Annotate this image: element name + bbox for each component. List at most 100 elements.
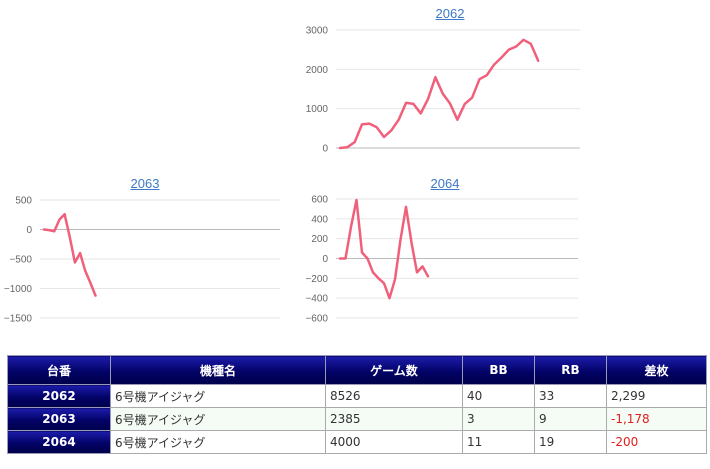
- y-tick-label: −600: [305, 314, 328, 325]
- data-point: [500, 56, 503, 59]
- machine-data-table: 台番 機種名 ゲーム数 BB RB 差枚 2062 6号機アイジャグ 8526 …: [7, 355, 707, 454]
- data-point: [94, 294, 97, 297]
- data-point: [478, 78, 481, 80]
- data-point: [353, 141, 356, 143]
- series-line: [42, 212, 97, 297]
- game-count-cell: 2385: [325, 407, 463, 431]
- data-point: [368, 122, 371, 125]
- data-point: [58, 218, 61, 221]
- machine-number-cell: 2064: [7, 430, 111, 454]
- data-point: [43, 228, 45, 231]
- data-point: [412, 103, 415, 105]
- y-tick-label: −500: [9, 255, 32, 266]
- chart-2063: 2063 500 0 −500 −1000 −1500: [0, 170, 290, 330]
- coin-difference-cell: -1,178: [606, 407, 707, 431]
- y-tick-label: 400: [311, 214, 328, 225]
- y-tick-label: 1000: [306, 104, 329, 115]
- y-tick-label: −1500: [4, 314, 33, 325]
- column-header-rb: RB: [534, 355, 607, 385]
- y-tick-label: 600: [311, 195, 328, 206]
- data-point: [383, 282, 385, 285]
- series-line: [338, 38, 540, 150]
- data-point: [493, 63, 495, 66]
- column-header-bb: BB: [462, 355, 535, 385]
- data-point: [377, 277, 380, 280]
- data-point: [339, 257, 341, 260]
- data-point: [388, 297, 391, 299]
- data-point: [339, 147, 341, 149]
- data-point: [456, 118, 459, 121]
- y-tick-label: 500: [15, 196, 32, 207]
- data-point: [416, 271, 418, 274]
- data-point: [442, 92, 444, 95]
- data-point: [421, 265, 424, 268]
- data-point: [361, 123, 363, 126]
- data-point: [419, 112, 422, 115]
- data-point: [399, 238, 402, 241]
- column-header-machine-number: 台番: [7, 355, 111, 385]
- data-point: [69, 236, 71, 238]
- data-point: [89, 281, 92, 284]
- data-point: [79, 252, 81, 254]
- coin-difference-cell: 2,299: [606, 384, 707, 408]
- bb-count-cell: 3: [462, 407, 535, 431]
- column-header-coin-difference: 差枚: [606, 355, 707, 385]
- machine-number-cell: 2062: [7, 384, 111, 408]
- table-header-row: 台番 機種名 ゲーム数 BB RB 差枚: [7, 355, 707, 385]
- data-point: [464, 103, 466, 105]
- game-count-cell: 8526: [325, 384, 463, 408]
- data-point: [84, 270, 86, 272]
- y-tick-label: 200: [311, 234, 328, 245]
- data-point: [427, 98, 429, 100]
- data-point: [344, 257, 347, 260]
- data-point: [449, 102, 451, 105]
- data-point: [74, 261, 76, 264]
- data-point: [434, 76, 437, 78]
- data-point: [537, 59, 539, 62]
- column-header-game-count: ゲーム数: [325, 355, 463, 385]
- line-chart: 600 400 200 0 −200 −400 −600: [305, 195, 578, 325]
- data-point: [410, 241, 413, 244]
- y-tick-label: 0: [26, 225, 32, 236]
- y-tick-label: −200: [305, 274, 328, 285]
- data-point: [397, 118, 400, 121]
- chart-title-link[interactable]: 2064: [430, 176, 460, 191]
- data-point: [405, 102, 407, 104]
- rb-count-cell: 33: [534, 384, 607, 408]
- data-point: [394, 278, 396, 281]
- data-point: [366, 257, 369, 260]
- machine-name-cell: 6号機アイジャグ: [110, 384, 326, 408]
- column-header-machine-name: 機種名: [110, 355, 326, 385]
- y-tick-label: −400: [305, 294, 328, 305]
- data-point: [427, 275, 429, 278]
- machine-name-cell: 6号機アイジャグ: [110, 430, 326, 454]
- data-point: [508, 48, 510, 51]
- rb-count-cell: 9: [534, 407, 607, 431]
- data-point: [375, 126, 378, 128]
- chart-title-link[interactable]: 2062: [435, 6, 465, 21]
- data-point: [346, 146, 349, 148]
- data-point: [390, 129, 393, 132]
- data-point: [355, 199, 358, 201]
- rb-count-cell: 19: [534, 430, 607, 454]
- bb-count-cell: 11: [462, 430, 535, 454]
- data-point: [471, 96, 473, 99]
- coin-difference-cell: -200: [606, 430, 707, 454]
- data-point: [372, 271, 374, 274]
- y-tick-label: 0: [322, 144, 328, 155]
- data-point: [515, 45, 517, 48]
- bb-count-cell: 40: [462, 384, 535, 408]
- data-point: [53, 230, 56, 233]
- game-count-cell: 4000: [325, 430, 463, 454]
- chart-2064: 2064 600 400 200 0 −200 −400 −600: [300, 170, 590, 330]
- table-row: 2063 6号機アイジャグ 2385 3 9 -1,178: [7, 407, 707, 431]
- machine-name-cell: 6号機アイジャグ: [110, 407, 326, 431]
- table-row: 2064 6号機アイジャグ 4000 11 19 -200: [7, 430, 707, 454]
- data-point: [383, 136, 385, 138]
- data-point: [405, 206, 407, 208]
- data-point: [48, 229, 50, 231]
- chart-title-link[interactable]: 2063: [130, 176, 160, 191]
- chart-2062: 2062 3000 2000 1000 0: [300, 0, 600, 160]
- data-point: [486, 74, 488, 76]
- data-point: [530, 43, 532, 45]
